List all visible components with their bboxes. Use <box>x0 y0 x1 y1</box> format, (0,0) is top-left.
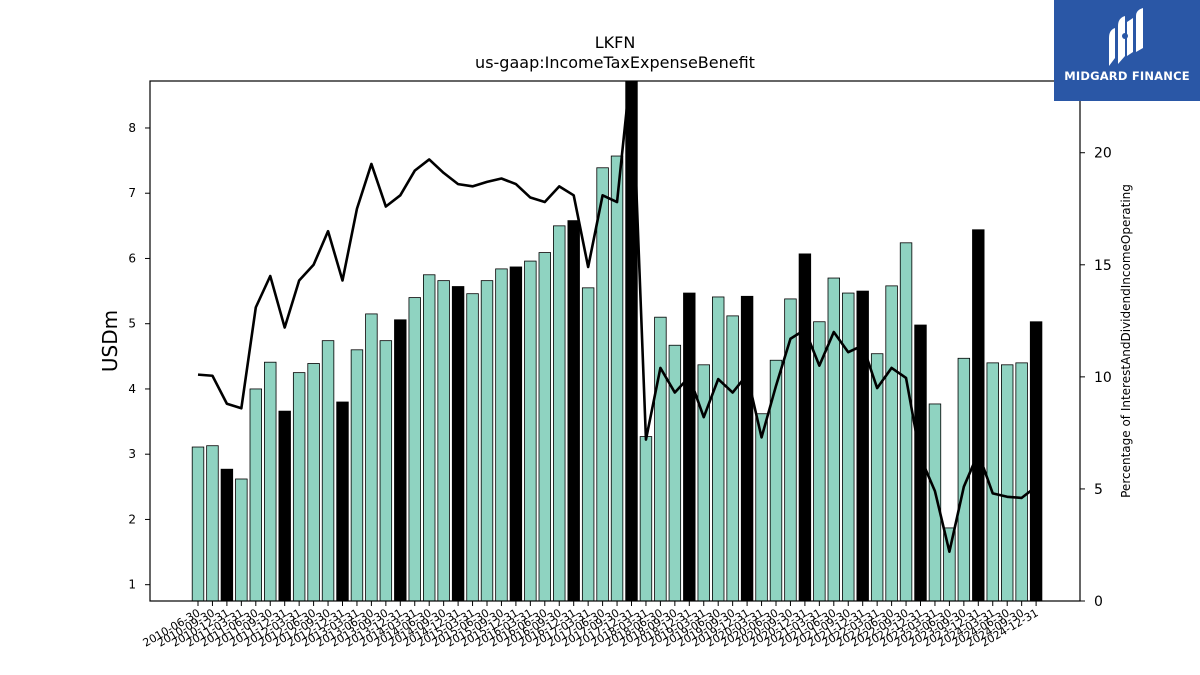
bar-2020-09-30 <box>784 298 797 602</box>
y-tick-label-2: 2 <box>128 512 136 526</box>
y-tick-label-3: 3 <box>128 447 136 461</box>
bar-2011-09-30 <box>264 361 277 602</box>
bar-2020-12-31 <box>798 253 812 602</box>
bar-2023-12-31 <box>972 229 985 602</box>
chart-subtitle: us-gaap:IncomeTaxExpenseBenefit <box>475 53 755 72</box>
bar-2016-06-30 <box>538 252 552 602</box>
bar-2013-03-31 <box>350 349 364 602</box>
bar-2022-06-30 <box>885 285 898 602</box>
logo-text: MIDGARD FINANCE <box>1064 69 1190 83</box>
bar-2016-09-30 <box>553 225 566 602</box>
bar-2014-06-30 <box>422 274 436 602</box>
bar-2019-09-30 <box>726 315 739 602</box>
bar-2010-09-30 <box>206 445 219 602</box>
left-axis-ticks: 1 2 3 4 5 6 7 8 <box>128 121 150 592</box>
bar-2022-12-31 <box>914 324 927 602</box>
bar-2024-12-31 <box>1029 321 1043 602</box>
bar-2014-03-31 <box>408 297 421 602</box>
x-axis-ticks: 2010-06-302010-09-302010-12-312011-03-31… <box>141 601 1041 650</box>
y-tick-label-1: 1 <box>128 578 136 592</box>
y-tick-label-6: 6 <box>128 251 136 265</box>
bar-2019-03-31 <box>697 364 710 602</box>
bar-2013-06-30 <box>365 313 378 602</box>
bar-2016-12-31 <box>567 220 580 602</box>
bar-2011-12-31 <box>278 410 291 602</box>
chart-title: LKFN <box>595 33 636 52</box>
bar-2024-09-30 <box>1015 362 1028 602</box>
y2-tick-label-10: 10 <box>1094 370 1112 386</box>
bar-2019-12-31 <box>740 295 754 602</box>
bar-2017-09-30 <box>610 155 624 602</box>
bar-2015-03-31 <box>466 293 479 602</box>
bar-2018-12-31 <box>683 292 696 602</box>
plot-frame <box>149 80 1081 602</box>
bar-2021-09-30 <box>842 292 855 602</box>
bar-2014-09-30 <box>437 280 450 602</box>
y-tick-label-8: 8 <box>128 121 136 135</box>
bar-2020-03-31 <box>755 413 768 602</box>
left-axis-label: USDm <box>98 310 122 372</box>
midgard-finance-logo: MIDGARD FINANCE <box>1054 0 1200 101</box>
right-axis-label: Percentage of InterestAndDividendIncomeO… <box>1119 184 1133 498</box>
bar-2014-12-31 <box>451 286 465 602</box>
midgard-logo-icon <box>1109 8 1143 66</box>
bar-2022-09-30 <box>899 242 913 602</box>
bar-2018-03-31 <box>639 436 653 602</box>
bar-2018-06-30 <box>654 316 667 602</box>
bar-2016-03-31 <box>524 260 537 602</box>
y-tick-label-7: 7 <box>128 186 136 200</box>
y2-tick-label-0: 0 <box>1094 594 1103 610</box>
y2-tick-label-15: 15 <box>1094 258 1112 274</box>
right-axis-ticks: 0 5 10 15 20 <box>1080 146 1112 610</box>
bar-2015-06-30 <box>480 280 494 602</box>
bar-2010-12-31 <box>220 468 234 602</box>
bar-2011-06-30 <box>249 388 263 602</box>
bar-2017-06-30 <box>596 167 609 602</box>
bar-2021-06-30 <box>827 277 841 602</box>
bar-2010-06-30 <box>191 446 205 602</box>
y-tick-label-5: 5 <box>128 317 136 331</box>
bar-2012-09-30 <box>321 340 335 602</box>
bar-2022-03-31 <box>870 353 884 602</box>
y-tick-label-4: 4 <box>128 382 136 396</box>
y2-tick-label-20: 20 <box>1094 146 1112 162</box>
percentage-line-series <box>197 81 1037 553</box>
bar-2019-06-30 <box>712 296 725 602</box>
bar-2021-12-31 <box>856 290 869 602</box>
bar-2015-09-30 <box>495 268 508 602</box>
bar-2013-12-31 <box>394 319 407 602</box>
bar-2017-03-31 <box>581 287 595 602</box>
percentage-line <box>197 81 1037 553</box>
bar-2012-12-31 <box>336 401 349 602</box>
bar-2012-03-31 <box>292 372 306 602</box>
bar-2013-09-30 <box>379 340 393 602</box>
bar-2023-03-31 <box>928 403 942 602</box>
bar-series <box>191 80 1043 602</box>
bar-2012-06-30 <box>307 363 320 602</box>
bar-2011-03-31 <box>235 478 248 602</box>
y2-tick-label-5: 5 <box>1094 482 1103 498</box>
bar-2015-12-31 <box>509 266 523 602</box>
bar-2024-06-30 <box>1001 364 1014 602</box>
